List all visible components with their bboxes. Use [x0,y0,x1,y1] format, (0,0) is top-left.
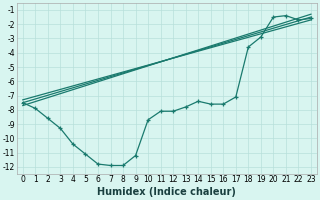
X-axis label: Humidex (Indice chaleur): Humidex (Indice chaleur) [98,187,236,197]
